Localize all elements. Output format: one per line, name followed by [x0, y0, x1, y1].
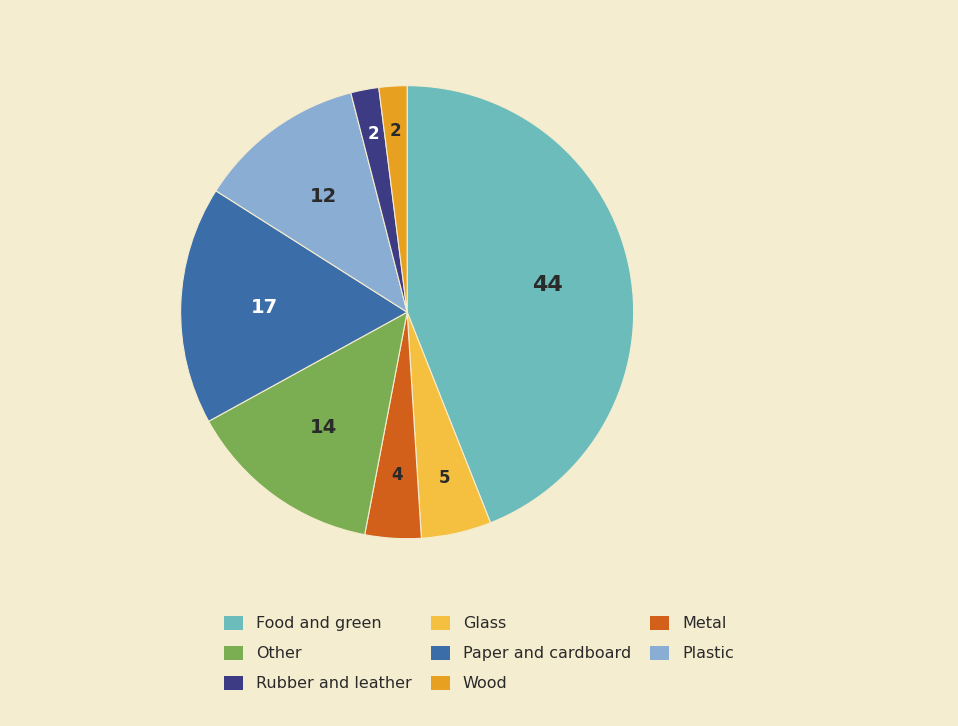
Text: 44: 44 — [532, 275, 562, 295]
Wedge shape — [407, 312, 490, 538]
Wedge shape — [209, 312, 407, 534]
Wedge shape — [407, 86, 633, 523]
Wedge shape — [378, 86, 407, 312]
Text: 12: 12 — [309, 187, 337, 206]
Wedge shape — [216, 93, 407, 312]
Text: 14: 14 — [309, 418, 337, 437]
Text: 5: 5 — [439, 469, 450, 487]
Legend: Food and green, Other, Rubber and leather, Glass, Paper and cardboard, Wood, Met: Food and green, Other, Rubber and leathe… — [217, 608, 741, 699]
Wedge shape — [365, 312, 422, 539]
Text: 2: 2 — [367, 125, 379, 143]
Text: 4: 4 — [391, 466, 402, 484]
Wedge shape — [181, 191, 407, 421]
Wedge shape — [351, 87, 407, 312]
Text: 17: 17 — [251, 298, 278, 317]
Text: 2: 2 — [390, 122, 401, 140]
